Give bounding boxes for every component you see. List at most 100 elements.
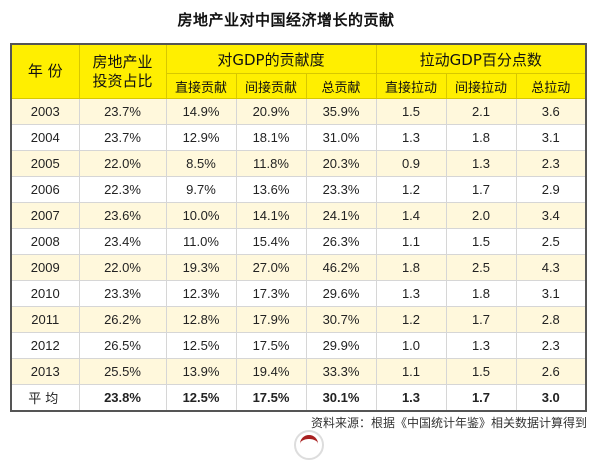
cell-investment-share: 25.5% <box>78 358 167 385</box>
header-year: 年 份 <box>10 43 80 99</box>
cell-year: 2011 <box>10 306 80 333</box>
cell-indirect-pull: 1.7 <box>445 306 517 333</box>
cell-direct-contribution: 14.9% <box>165 98 237 125</box>
cell-indirect-pull: 1.5 <box>445 228 517 255</box>
table-row: 2010 23.3% 12.3% 17.3% 29.6% 1.3 1.8 3.1 <box>10 280 587 307</box>
cell-investment-share: 26.5% <box>78 332 167 359</box>
cell-year: 2013 <box>10 358 80 385</box>
cell-indirect-contribution: 15.4% <box>235 228 307 255</box>
cell-direct-pull: 1.3 <box>375 124 447 151</box>
cell-direct-contribution: 10.0% <box>165 202 237 229</box>
cell-indirect-contribution: 14.1% <box>235 202 307 229</box>
cell-indirect-contribution: 18.1% <box>235 124 307 151</box>
cell-indirect-pull: 1.3 <box>445 332 517 359</box>
cell-investment-share: 22.0% <box>78 254 167 281</box>
avg-cell-indirect-pull: 1.7 <box>445 384 517 412</box>
avg-cell-indirect-contribution: 17.5% <box>235 384 307 412</box>
table-row: 2008 23.4% 11.0% 15.4% 26.3% 1.1 1.5 2.5 <box>10 228 587 255</box>
cell-year: 2009 <box>10 254 80 281</box>
cell-direct-pull: 1.3 <box>375 280 447 307</box>
cell-investment-share: 23.7% <box>78 124 167 151</box>
cell-indirect-pull: 2.5 <box>445 254 517 281</box>
cell-direct-pull: 1.0 <box>375 332 447 359</box>
table-row: 2004 23.7% 12.9% 18.1% 31.0% 1.3 1.8 3.1 <box>10 124 587 151</box>
cell-indirect-pull: 1.5 <box>445 358 517 385</box>
cell-indirect-contribution: 19.4% <box>235 358 307 385</box>
table-row: 2006 22.3% 9.7% 13.6% 23.3% 1.2 1.7 2.9 <box>10 176 587 203</box>
contribution-table: 年 份 房地产业 投资占比 对GDP的贡献度 拉动GDP百分点数 直接贡献 间接… <box>10 43 588 412</box>
table-row: 2005 22.0% 8.5% 11.8% 20.3% 0.9 1.3 2.3 <box>10 150 587 177</box>
cell-investment-share: 23.6% <box>78 202 167 229</box>
cell-investment-share: 26.2% <box>78 306 167 333</box>
avg-cell-investment-share: 23.8% <box>78 384 167 412</box>
cell-year: 2012 <box>10 332 80 359</box>
cell-investment-share: 22.0% <box>78 150 167 177</box>
cell-year: 2006 <box>10 176 80 203</box>
cell-total-pull: 3.1 <box>515 280 587 307</box>
cell-direct-contribution: 13.9% <box>165 358 237 385</box>
cell-total-contribution: 23.3% <box>305 176 377 203</box>
cell-direct-pull: 1.8 <box>375 254 447 281</box>
cell-indirect-contribution: 20.9% <box>235 98 307 125</box>
cell-indirect-contribution: 13.6% <box>235 176 307 203</box>
cell-total-pull: 3.1 <box>515 124 587 151</box>
cell-indirect-pull: 1.8 <box>445 124 517 151</box>
cell-year: 2007 <box>10 202 80 229</box>
cell-investment-share: 23.4% <box>78 228 167 255</box>
header-indirect-contribution: 间接贡献 <box>235 73 307 99</box>
cell-investment-share: 23.7% <box>78 98 167 125</box>
cell-investment-share: 22.3% <box>78 176 167 203</box>
header-direct-pull: 直接拉动 <box>375 73 447 99</box>
cell-direct-contribution: 19.3% <box>165 254 237 281</box>
cell-direct-pull: 1.1 <box>375 358 447 385</box>
header-total-pull: 总拉动 <box>515 73 587 99</box>
avg-cell-direct-pull: 1.3 <box>375 384 447 412</box>
cell-total-pull: 2.8 <box>515 306 587 333</box>
table-row: 2009 22.0% 19.3% 27.0% 46.2% 1.8 2.5 4.3 <box>10 254 587 281</box>
header-group-contribution: 对GDP的贡献度 <box>165 43 377 74</box>
header-indirect-pull: 间接拉动 <box>445 73 517 99</box>
cell-direct-pull: 1.2 <box>375 176 447 203</box>
avg-cell-total-pull: 3.0 <box>515 384 587 412</box>
cell-year: 2010 <box>10 280 80 307</box>
cell-indirect-pull: 1.7 <box>445 176 517 203</box>
header-share-line2: 投资占比 <box>92 71 153 90</box>
cell-indirect-pull: 2.0 <box>445 202 517 229</box>
table-row: 2011 26.2% 12.8% 17.9% 30.7% 1.2 1.7 2.8 <box>10 306 587 333</box>
table-row: 2013 25.5% 13.9% 19.4% 33.3% 1.1 1.5 2.6 <box>10 358 587 385</box>
cell-total-contribution: 33.3% <box>305 358 377 385</box>
cell-indirect-contribution: 11.8% <box>235 150 307 177</box>
cell-total-contribution: 26.3% <box>305 228 377 255</box>
cell-direct-contribution: 12.9% <box>165 124 237 151</box>
logo-icon <box>294 430 324 460</box>
cell-indirect-contribution: 17.5% <box>235 332 307 359</box>
cell-total-pull: 3.4 <box>515 202 587 229</box>
cell-indirect-contribution: 27.0% <box>235 254 307 281</box>
cell-total-contribution: 24.1% <box>305 202 377 229</box>
cell-total-contribution: 20.3% <box>305 150 377 177</box>
cell-direct-contribution: 8.5% <box>165 150 237 177</box>
cell-direct-contribution: 12.5% <box>165 332 237 359</box>
cell-total-contribution: 35.9% <box>305 98 377 125</box>
header-total-contribution: 总贡献 <box>305 73 377 99</box>
cell-indirect-pull: 2.1 <box>445 98 517 125</box>
source-note: 资料来源：根据《中国统计年鉴》相关数据计算得到 <box>310 416 587 430</box>
avg-cell-direct-contribution: 12.5% <box>165 384 237 412</box>
header-share-line1: 房地产业 <box>92 52 153 71</box>
table-row: 2003 23.7% 14.9% 20.9% 35.9% 1.5 2.1 3.6 <box>10 98 587 125</box>
avg-cell-total-contribution: 30.1% <box>305 384 377 412</box>
table-body: 2003 23.7% 14.9% 20.9% 35.9% 1.5 2.1 3.6 2004 23.… <box>10 98 587 412</box>
average-row: 平均 23.8% 12.5% 17.5% 30.1% 1.3 1.7 3.0 <box>10 384 587 412</box>
table-row: 2012 26.5% 12.5% 17.5% 29.9% 1.0 1.3 2.3 <box>10 332 587 359</box>
cell-total-contribution: 29.9% <box>305 332 377 359</box>
cell-indirect-contribution: 17.9% <box>235 306 307 333</box>
cell-investment-share: 23.3% <box>78 280 167 307</box>
cell-direct-pull: 0.9 <box>375 150 447 177</box>
cell-direct-pull: 1.2 <box>375 306 447 333</box>
cell-direct-contribution: 12.8% <box>165 306 237 333</box>
table-title: 房地产业对中国经济增长的贡献 <box>177 11 395 29</box>
cell-year: 2004 <box>10 124 80 151</box>
cell-total-pull: 4.3 <box>515 254 587 281</box>
cell-direct-contribution: 12.3% <box>165 280 237 307</box>
cell-direct-contribution: 11.0% <box>165 228 237 255</box>
